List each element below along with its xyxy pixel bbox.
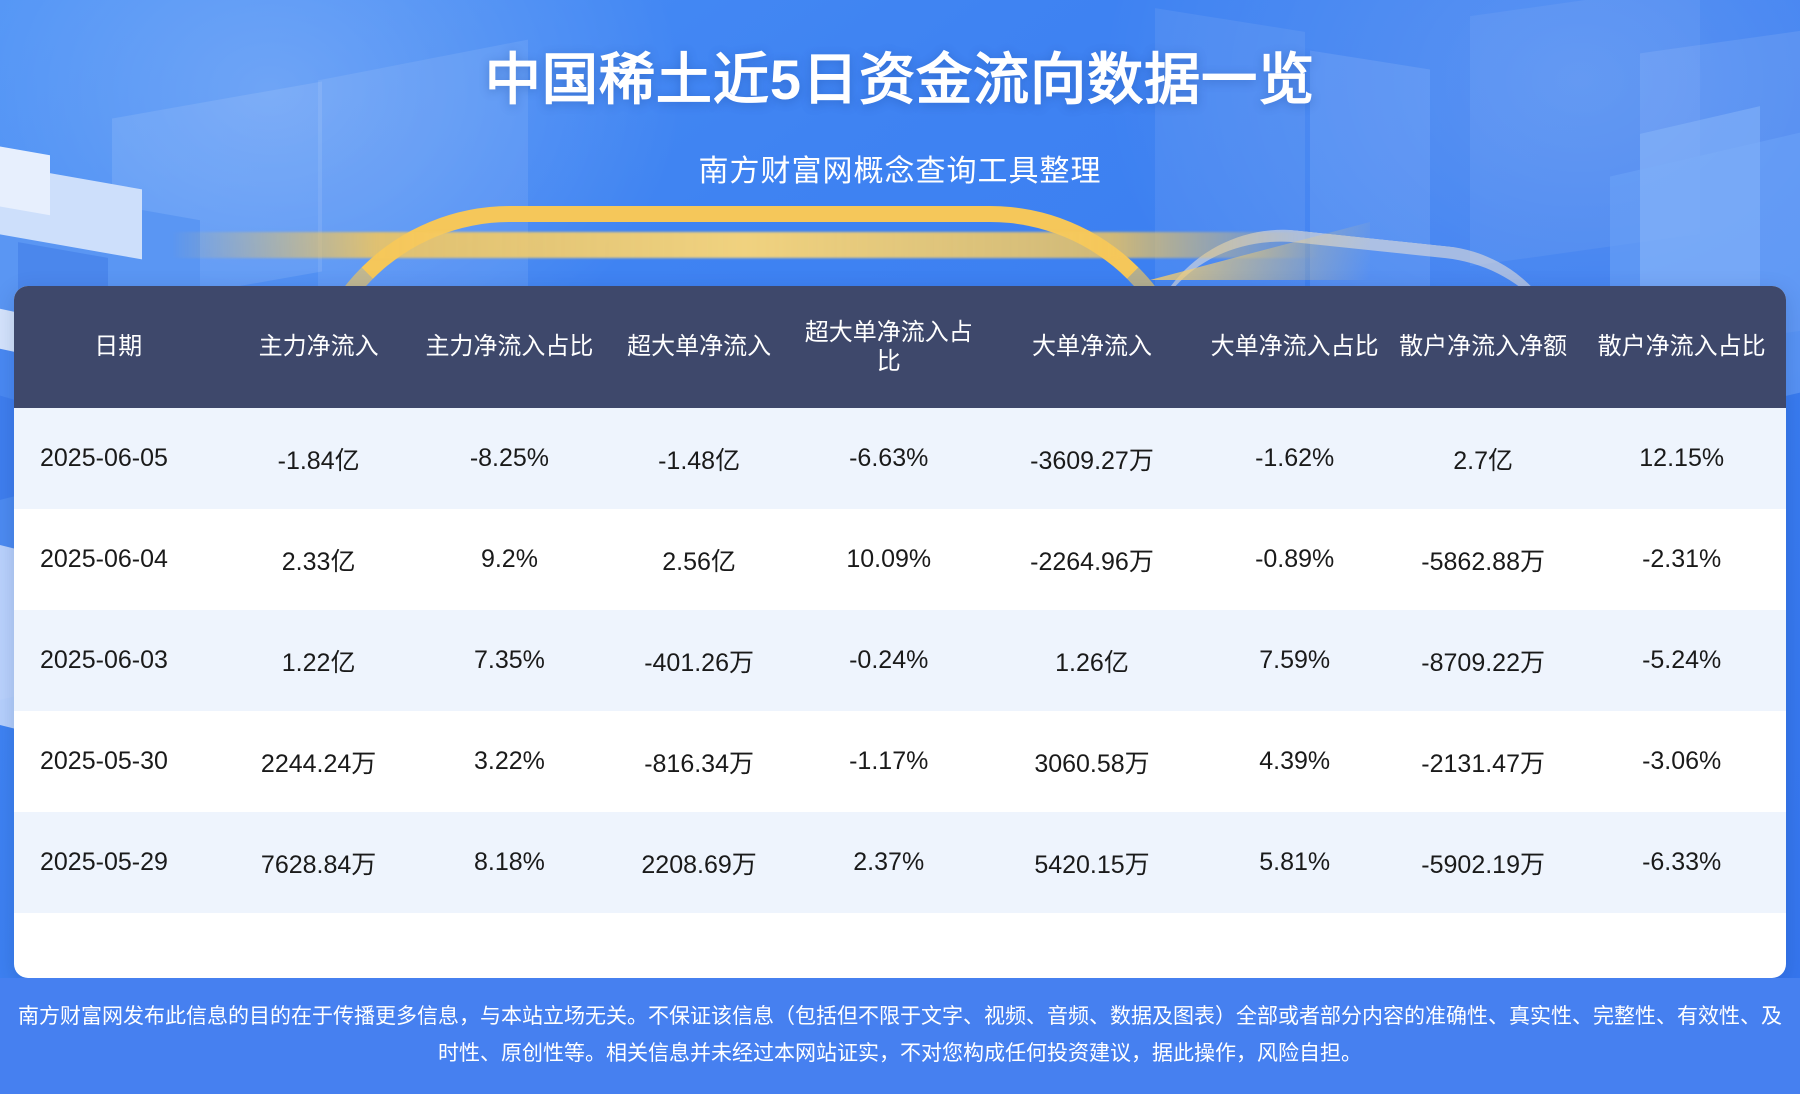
cell-retail-pct: -6.33%: [1642, 848, 1722, 876]
column-header-main-pct: 主力净流入占比: [414, 286, 605, 408]
column-header-xlarge-net: 超大单净流入: [604, 286, 794, 408]
cell-main-pct: 7.35%: [474, 646, 545, 674]
cell-large-net: 3060.58万: [1034, 749, 1150, 778]
cell-main-net: 2244.24万: [260, 749, 377, 778]
cell-xlarge-pct: -0.24%: [849, 646, 929, 674]
table-row: 2025-05-29 7628.84万 8.18% 2208.69万 2.37%…: [14, 812, 1786, 913]
cell-xlarge-pct: 2.37%: [853, 848, 925, 876]
disclaimer-text: 南方财富网发布此信息的目的在于传播更多信息，与本站立场无关。不保证该信息（包括但…: [18, 1005, 1782, 1065]
cell-main-pct: 3.22%: [474, 747, 545, 775]
data-table-card: 南方财富网 southmoney.com 日期 主力净流入 主力净流入占比 超大…: [14, 286, 1786, 978]
table-header: 日期 主力净流入 主力净流入占比 超大单净流入 超大单净流入占比 大单净流入 大…: [14, 286, 1786, 408]
cell-retail-net: -8709.22万: [1421, 648, 1545, 677]
footer-disclaimer-bar: 南方财富网发布此信息的目的在于传播更多信息，与本站立场无关。不保证该信息（包括但…: [0, 978, 1800, 1094]
banner: 中国稀土近5日资金流向数据一览 南方财富网概念查询工具整理: [0, 0, 1800, 255]
cell-date: 2025-05-29: [40, 848, 168, 876]
column-header-xlarge-pct: 超大单净流入占比: [793, 286, 984, 408]
cell-large-net: 5420.15万: [1034, 850, 1150, 879]
cell-retail-pct: 12.15%: [1639, 444, 1725, 472]
table-row: 2025-05-30 2244.24万 3.22% -816.34万 -1.17…: [14, 711, 1786, 812]
table-header-row: 日期 主力净流入 主力净流入占比 超大单净流入 超大单净流入占比 大单净流入 大…: [14, 286, 1786, 408]
table-row: 2025-06-05 -1.84亿 -8.25% -1.48亿 -6.63% -…: [14, 408, 1786, 509]
table-row: 2025-06-03 1.22亿 7.35% -401.26万 -0.24% 1…: [14, 610, 1786, 711]
cell-main-pct: 8.18%: [474, 848, 545, 876]
cell-xlarge-net: 2208.69万: [641, 850, 757, 879]
cell-xlarge-pct: -6.63%: [849, 444, 929, 472]
column-header-date: 日期: [14, 286, 223, 408]
cell-main-net: -1.84亿: [277, 446, 360, 475]
cell-date: 2025-06-04: [40, 545, 168, 573]
cell-xlarge-pct: -1.17%: [849, 747, 929, 775]
cell-retail-net: -5862.88万: [1421, 547, 1545, 576]
page-title: 中国稀土近5日资金流向数据一览: [484, 48, 1316, 111]
table-row: 2025-06-04 2.33亿 9.2% 2.56亿 10.09% -2264…: [14, 509, 1786, 610]
cell-retail-net: -5902.19万: [1421, 850, 1545, 879]
cell-main-net: 2.33亿: [281, 547, 356, 576]
cell-large-net: -3609.27万: [1030, 446, 1154, 475]
cell-retail-pct: -3.06%: [1642, 747, 1722, 775]
cell-retail-pct: -5.24%: [1642, 646, 1722, 674]
fund-flow-table: 日期 主力净流入 主力净流入占比 超大单净流入 超大单净流入占比 大单净流入 大…: [14, 286, 1786, 913]
cell-main-net: 1.22亿: [281, 648, 356, 677]
cell-retail-net: 2.7亿: [1453, 446, 1514, 475]
cell-main-pct: -8.25%: [469, 444, 550, 472]
cell-main-net: 7628.84万: [260, 850, 377, 879]
cell-large-pct: 4.39%: [1259, 747, 1331, 775]
cell-large-net: -2264.96万: [1030, 547, 1154, 576]
column-header-large-pct: 大单净流入占比: [1200, 286, 1389, 408]
page-subtitle: 南方财富网概念查询工具整理: [698, 155, 1102, 188]
cell-xlarge-net: 2.56亿: [662, 547, 736, 576]
cell-large-pct: 5.81%: [1259, 848, 1331, 876]
cell-large-pct: -1.62%: [1255, 444, 1335, 472]
cell-date: 2025-06-05: [40, 444, 168, 472]
cell-large-pct: -0.89%: [1255, 545, 1335, 573]
cell-main-pct: 9.2%: [480, 545, 538, 573]
cell-xlarge-net: -1.48亿: [658, 446, 741, 475]
column-header-retail-pct: 散户净流入占比: [1577, 286, 1786, 408]
cell-xlarge-pct: 10.09%: [846, 545, 932, 573]
column-header-large-net: 大单净流入: [983, 286, 1201, 408]
cell-retail-net: -2131.47万: [1421, 749, 1545, 778]
cell-date: 2025-06-03: [40, 646, 168, 674]
cell-xlarge-net: -816.34万: [644, 749, 754, 778]
cell-retail-pct: -2.31%: [1642, 545, 1722, 573]
column-header-main-net: 主力净流入: [222, 286, 415, 408]
table-body: 2025-06-05 -1.84亿 -8.25% -1.48亿 -6.63% -…: [14, 408, 1786, 913]
cell-date: 2025-05-30: [40, 747, 168, 775]
cell-large-pct: 7.59%: [1259, 646, 1331, 674]
column-header-retail-net: 散户净流入净额: [1388, 286, 1578, 408]
cell-large-net: 1.26亿: [1055, 648, 1129, 677]
cell-xlarge-net: -401.26万: [644, 648, 754, 677]
